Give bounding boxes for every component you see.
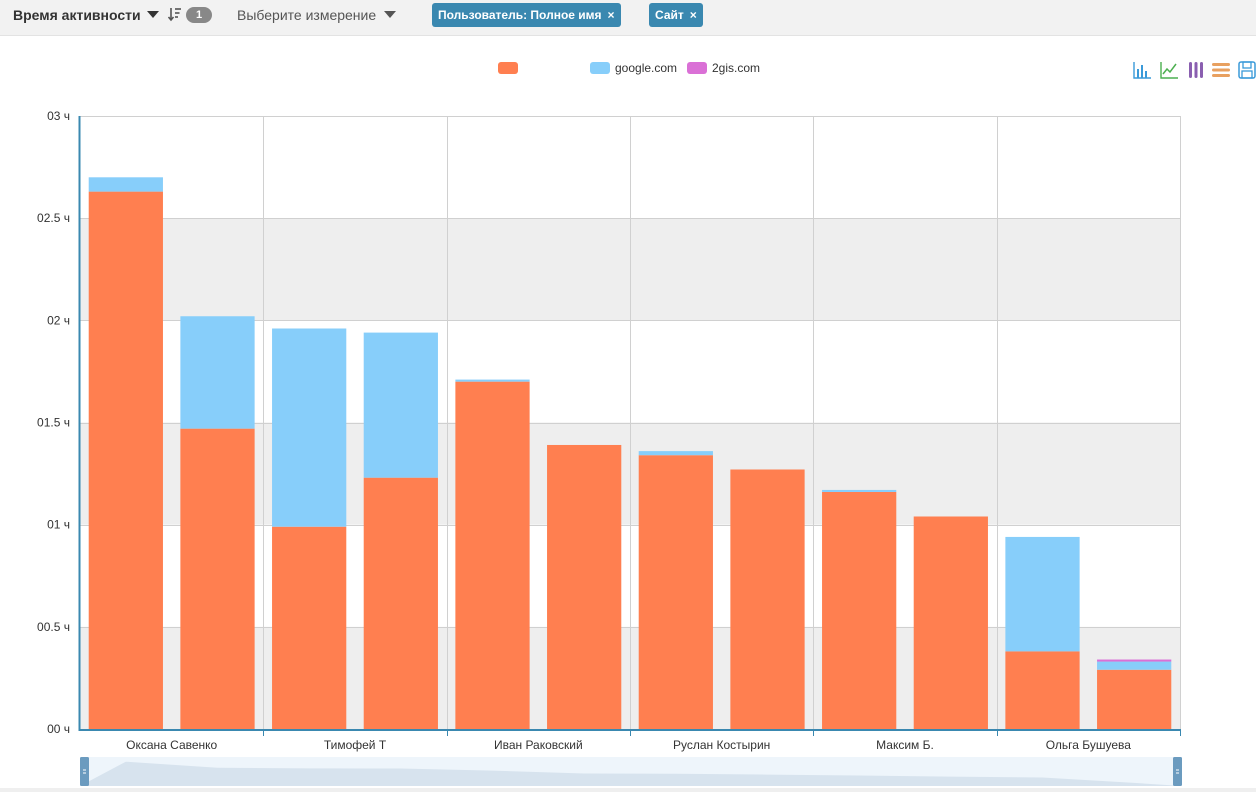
bar-2gis.com[interactable] bbox=[1097, 659, 1172, 662]
chart-type-toolbar bbox=[1132, 60, 1256, 80]
sort-count-badge: 1 bbox=[186, 7, 212, 23]
bar-google.com[interactable] bbox=[1005, 536, 1080, 652]
zoom-slider-preview bbox=[80, 761, 1182, 786]
measure-label: Время активности bbox=[13, 7, 141, 23]
bar-series-0[interactable] bbox=[1097, 669, 1172, 729]
toolbar: Время активности 1 Выберите измерение По… bbox=[0, 0, 1256, 36]
bar-chart-icon[interactable] bbox=[1132, 60, 1152, 80]
y-tick-label: 00.5 ч bbox=[37, 620, 70, 634]
y-tick-label: 02.5 ч bbox=[37, 211, 70, 225]
bar-series-0[interactable] bbox=[272, 526, 347, 729]
close-icon[interactable]: × bbox=[607, 8, 615, 22]
legend-item-0[interactable] bbox=[498, 60, 523, 76]
stacked-rows-icon[interactable] bbox=[1211, 60, 1231, 80]
close-icon[interactable]: × bbox=[689, 8, 697, 22]
bar-google.com[interactable] bbox=[180, 316, 255, 429]
bar-series-0[interactable] bbox=[913, 516, 988, 729]
legend-label: google.com bbox=[615, 61, 678, 75]
bar-series-0[interactable] bbox=[363, 477, 438, 729]
line-chart-icon[interactable] bbox=[1159, 60, 1179, 80]
y-tick-label: 02 ч bbox=[47, 313, 70, 327]
measure-selector[interactable]: Время активности bbox=[13, 0, 159, 30]
filter-chip-label: Пользователь: Полное имя bbox=[438, 8, 602, 22]
bar-google.com[interactable] bbox=[272, 328, 347, 527]
legend-item-google[interactable]: google.com bbox=[590, 60, 677, 76]
legend-swatch bbox=[590, 61, 610, 74]
bottom-divider bbox=[0, 788, 1256, 792]
legend-label: 2gis.com bbox=[712, 61, 761, 75]
y-tick-label: 03 ч bbox=[47, 109, 70, 123]
bar-series-0[interactable] bbox=[547, 444, 622, 729]
save-icon[interactable] bbox=[1237, 60, 1256, 80]
filter-chip-site[interactable]: Сайт × bbox=[649, 3, 703, 27]
bar-google.com[interactable] bbox=[455, 379, 530, 382]
bar-series-0[interactable] bbox=[730, 469, 805, 729]
bar-google.com[interactable] bbox=[363, 332, 438, 478]
bar-series-0[interactable] bbox=[88, 191, 163, 729]
chevron-down-icon bbox=[384, 11, 397, 19]
x-tick-label: Руслан Костырин bbox=[673, 738, 770, 752]
bar-series-0[interactable] bbox=[638, 455, 713, 729]
x-tick-label: Максим Б. bbox=[876, 738, 934, 752]
x-tick-label: Тимофей Т bbox=[324, 738, 387, 752]
sort-icon[interactable] bbox=[168, 6, 182, 22]
x-tick-label: Оксана Савенко bbox=[126, 738, 217, 752]
legend-swatch bbox=[687, 61, 707, 74]
zoom-handle-right[interactable] bbox=[1173, 757, 1182, 786]
legend-item-2gis[interactable]: 2gis.com bbox=[687, 60, 760, 76]
bar-google.com[interactable] bbox=[638, 451, 713, 456]
bar-series-0[interactable] bbox=[822, 491, 897, 729]
dimension-placeholder: Выберите измерение bbox=[237, 7, 377, 23]
x-tick-label: Ольга Бушуева bbox=[1046, 738, 1132, 752]
y-tick-label: 01 ч bbox=[47, 518, 70, 532]
zoom-handle-left[interactable] bbox=[80, 757, 89, 786]
bar-google.com[interactable] bbox=[88, 177, 163, 192]
filter-chip-label: Сайт bbox=[655, 8, 684, 22]
legend-swatch bbox=[498, 61, 518, 74]
bar-series-0[interactable] bbox=[180, 428, 255, 729]
y-tick-label: 01.5 ч bbox=[37, 416, 70, 430]
bar-google.com[interactable] bbox=[822, 489, 897, 492]
bar-series-0[interactable] bbox=[455, 381, 530, 729]
bar-series-0[interactable] bbox=[1005, 651, 1080, 729]
dimension-selector[interactable]: Выберите измерение bbox=[237, 0, 397, 30]
filter-chip-user[interactable]: Пользователь: Полное имя × bbox=[432, 3, 621, 27]
bar-google.com[interactable] bbox=[1097, 661, 1172, 670]
x-tick-label: Иван Раковский bbox=[494, 738, 583, 752]
y-tick-label: 00 ч bbox=[47, 722, 70, 736]
chevron-down-icon bbox=[146, 11, 159, 19]
stacked-columns-icon[interactable] bbox=[1186, 60, 1206, 80]
